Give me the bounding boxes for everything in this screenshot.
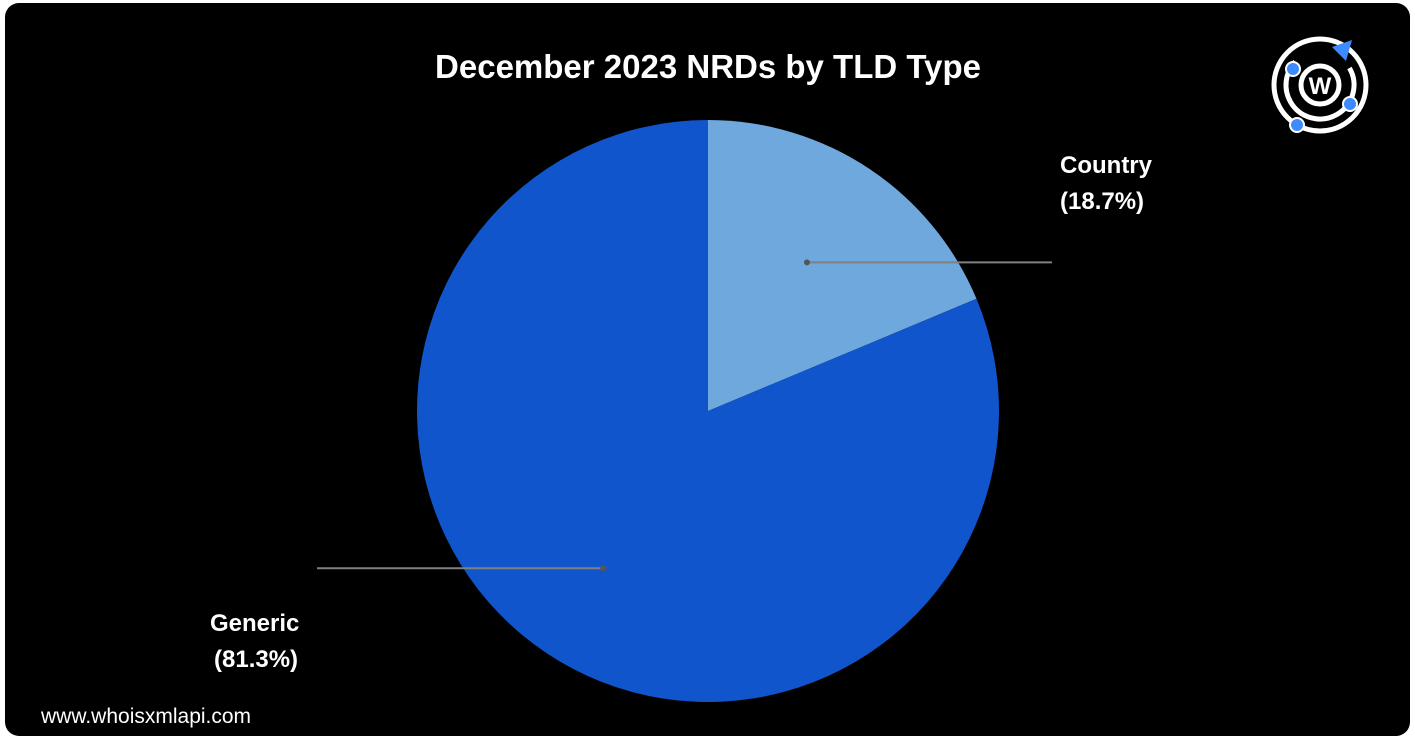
logo-dot-icon bbox=[1285, 61, 1301, 77]
leader-dot-generic bbox=[600, 565, 607, 572]
chart-card: December 2023 NRDs by TLD Type Country (1… bbox=[5, 3, 1410, 736]
logo-dot-icon bbox=[1289, 117, 1305, 133]
leader-dot-country bbox=[803, 259, 810, 266]
pie-slices bbox=[416, 120, 999, 702]
slice-callouts: Country (18.7%) Generic (81.3%) bbox=[210, 152, 1153, 673]
slice-percent-generic: (81.3%) bbox=[214, 646, 298, 673]
footer-website: www.whoisxmlapi.com bbox=[40, 705, 251, 728]
slice-percent-country: (18.7%) bbox=[1060, 188, 1144, 215]
whoisxmlapi-logo: W bbox=[1271, 36, 1369, 134]
pie-slice-country bbox=[708, 120, 977, 411]
slice-label-country: Country bbox=[1060, 152, 1153, 179]
chart-title: December 2023 NRDs by TLD Type bbox=[435, 48, 981, 85]
logo-pointer-icon bbox=[1332, 40, 1352, 61]
logo-dot-icon bbox=[1342, 96, 1358, 112]
slice-label-generic: Generic bbox=[210, 610, 299, 637]
pie-chart: December 2023 NRDs by TLD Type Country (1… bbox=[40, 36, 1369, 728]
logo-center-ring bbox=[1298, 63, 1342, 107]
pie-slice-generic bbox=[416, 120, 999, 702]
logo-letter: W bbox=[1309, 73, 1332, 100]
logo-outer-ring bbox=[1271, 36, 1369, 134]
